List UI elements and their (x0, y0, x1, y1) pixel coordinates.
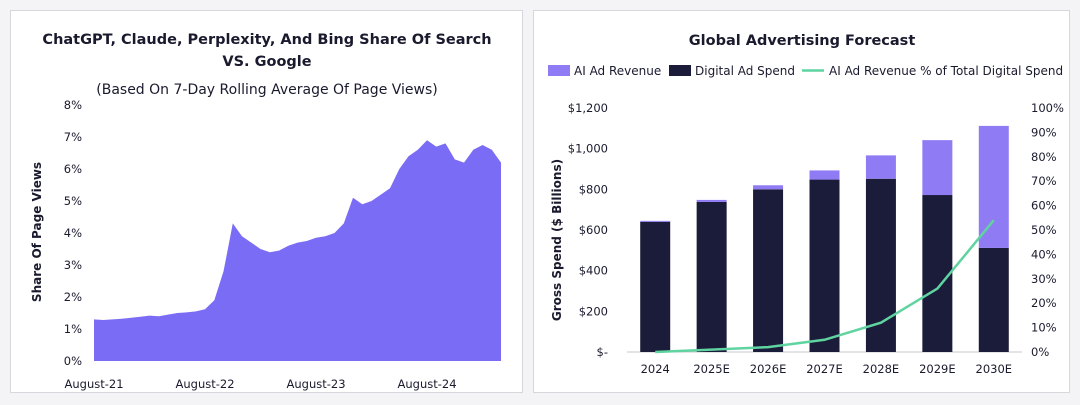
y2-tick-label: 40% (1031, 247, 1057, 261)
legend-label-ai-revenue-share: AI Ad Revenue % of Total Digital Spend (829, 64, 1063, 78)
y-tick-label: $400 (579, 264, 608, 278)
x-tick-label: 2025E (693, 362, 730, 376)
y-tick-label: 1% (64, 322, 82, 336)
x-tick-label: 2030E (976, 362, 1013, 376)
chart-title-line-2: VS. Google (222, 54, 311, 70)
bar-ai-ad-revenue (753, 185, 784, 190)
y-tick-label: $800 (579, 182, 608, 196)
bar-ai-ad-revenue (640, 220, 671, 222)
y-tick-label: 8% (64, 98, 82, 112)
legend-swatch-digital-ad-spend (669, 65, 691, 76)
chart-title: Global Advertising Forecast (689, 33, 916, 49)
bar-ai-ad-revenue (922, 140, 953, 196)
x-tick-label: 2028E (863, 362, 900, 376)
legend: AI Ad Revenue Digital Ad Spend AI Ad Rev… (548, 64, 1063, 78)
y-axis-title: Share Of Page Views (30, 162, 44, 302)
y2-tick-label: 100% (1031, 101, 1064, 115)
bar-ai-ad-revenue (696, 199, 727, 202)
bar-ai-ad-revenue (865, 155, 896, 179)
y2-tick-label: 50% (1031, 223, 1057, 237)
bar-digital-ad-spend (922, 195, 953, 352)
chart-subtitle: (Based On 7-Day Rolling Average Of Page … (96, 82, 438, 98)
y2-tick-label: 90% (1031, 125, 1057, 139)
y-tick-label: $1,200 (568, 101, 608, 115)
bar-ai-ad-revenue (809, 170, 840, 180)
bar-digital-ad-spend (978, 247, 1009, 352)
bar-digital-ad-spend (753, 189, 784, 352)
legend-label-ai-ad-revenue: AI Ad Revenue (574, 64, 661, 78)
bar-digital-ad-spend (640, 221, 671, 352)
share-of-search-chart-panel: ChatGPT, Claude, Perplexity, And Bing Sh… (10, 10, 523, 393)
y-tick-label: $- (597, 345, 608, 359)
x-tick-label: 2026E (750, 362, 787, 376)
advertising-forecast-chart: Global Advertising Forecast AI Ad Revenu… (548, 33, 1064, 376)
y-axis-title: Gross Spend ($ Billions) (550, 159, 564, 321)
x-tick-label: August-24 (397, 377, 456, 391)
y-tick-label: 2% (64, 290, 82, 304)
legend-label-digital-ad-spend: Digital Ad Spend (695, 64, 795, 78)
bar-digital-ad-spend (809, 179, 840, 352)
x-tick-label: August-21 (64, 377, 123, 391)
x-tick-label: 2027E (806, 362, 843, 376)
share-area-series (94, 140, 501, 361)
y-tick-label: $200 (579, 304, 608, 318)
bar-ai-ad-revenue (978, 125, 1009, 248)
bar-digital-ad-spend (696, 201, 727, 352)
y2-tick-label: 30% (1031, 272, 1057, 286)
y-tick-label: $600 (579, 223, 608, 237)
x-tick-label: 2024 (641, 362, 670, 376)
y2-tick-label: 10% (1031, 321, 1057, 335)
y2-tick-label: 20% (1031, 296, 1057, 310)
x-tick-label: 2029E (919, 362, 956, 376)
y2-tick-label: 60% (1031, 199, 1057, 213)
y-tick-label: $1,000 (568, 142, 608, 156)
y-tick-label: 6% (64, 162, 82, 176)
chart-title-line-1: ChatGPT, Claude, Perplexity, And Bing Sh… (42, 32, 491, 48)
y2-tick-label: 0% (1031, 345, 1049, 359)
share-of-search-chart: ChatGPT, Claude, Perplexity, And Bing Sh… (30, 32, 501, 391)
y2-tick-label: 80% (1031, 150, 1057, 164)
legend-swatch-ai-ad-revenue (548, 65, 570, 76)
y-tick-label: 0% (64, 354, 82, 368)
x-tick-label: August-23 (286, 377, 345, 391)
ai-revenue-share-line (655, 219, 995, 354)
y-tick-label: 3% (64, 258, 82, 272)
y-tick-label: 4% (64, 226, 82, 240)
advertising-forecast-chart-panel: Global Advertising Forecast AI Ad Revenu… (533, 10, 1070, 393)
y-tick-label: 5% (64, 194, 82, 208)
y2-tick-label: 70% (1031, 174, 1057, 188)
y-tick-label: 7% (64, 130, 82, 144)
x-tick-label: August-22 (175, 377, 234, 391)
